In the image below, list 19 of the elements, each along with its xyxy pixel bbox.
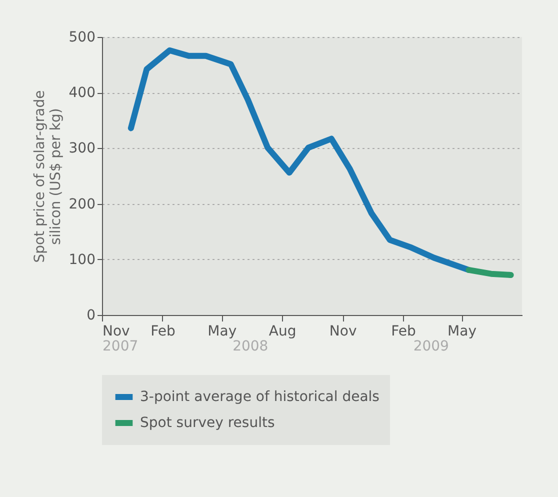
x-tick-label: May	[448, 324, 477, 340]
legend-label: 3-point average of historical deals	[140, 389, 380, 405]
x2-tick-label: 2007	[102, 338, 138, 354]
x-tick-label: Feb	[391, 324, 416, 340]
x-tick-label: May	[208, 324, 237, 340]
x-tick-label: Aug	[268, 324, 296, 340]
x-tick-label: Nov	[329, 324, 357, 340]
y-tick-label: 300	[68, 140, 96, 157]
x2-tick-label: 2009	[413, 338, 449, 354]
x2-tick-label: 2008	[232, 338, 268, 354]
y-axis-title: Spot price of solar-grade silicon (US$ per kg)	[32, 90, 64, 263]
x-tick-label: Nov	[102, 324, 130, 340]
y-tick-label: 100	[68, 252, 96, 268]
legend-label: Spot survey results	[140, 415, 275, 431]
x-tick-label: Feb	[150, 324, 176, 340]
y-tick-label: 400	[68, 85, 96, 102]
y-tick-label: 200	[68, 196, 96, 212]
y-tick-label: 0	[86, 308, 96, 324]
y-tick-label: 500	[68, 30, 96, 46]
